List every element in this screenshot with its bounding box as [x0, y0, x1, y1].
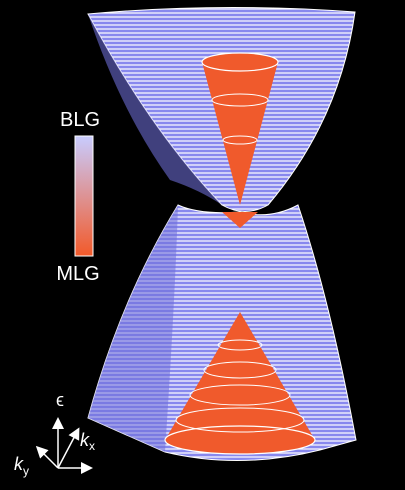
ky-sub: y — [23, 464, 29, 478]
kx-sub: x — [89, 439, 95, 453]
ky-label: ky — [14, 454, 29, 478]
colorbar-bottom-label: MLG — [56, 263, 99, 285]
kx-base: k — [80, 430, 90, 450]
ky-base: k — [14, 454, 24, 474]
axis-arrows — [35, 417, 93, 474]
lower-dirac-cone — [164, 212, 316, 455]
kx-label: kx — [80, 430, 95, 453]
colorbar — [74, 135, 94, 257]
upper-dirac-cone — [201, 52, 279, 205]
colorbar-top-label: BLG — [60, 109, 100, 131]
energy-label: ϵ — [56, 390, 64, 410]
